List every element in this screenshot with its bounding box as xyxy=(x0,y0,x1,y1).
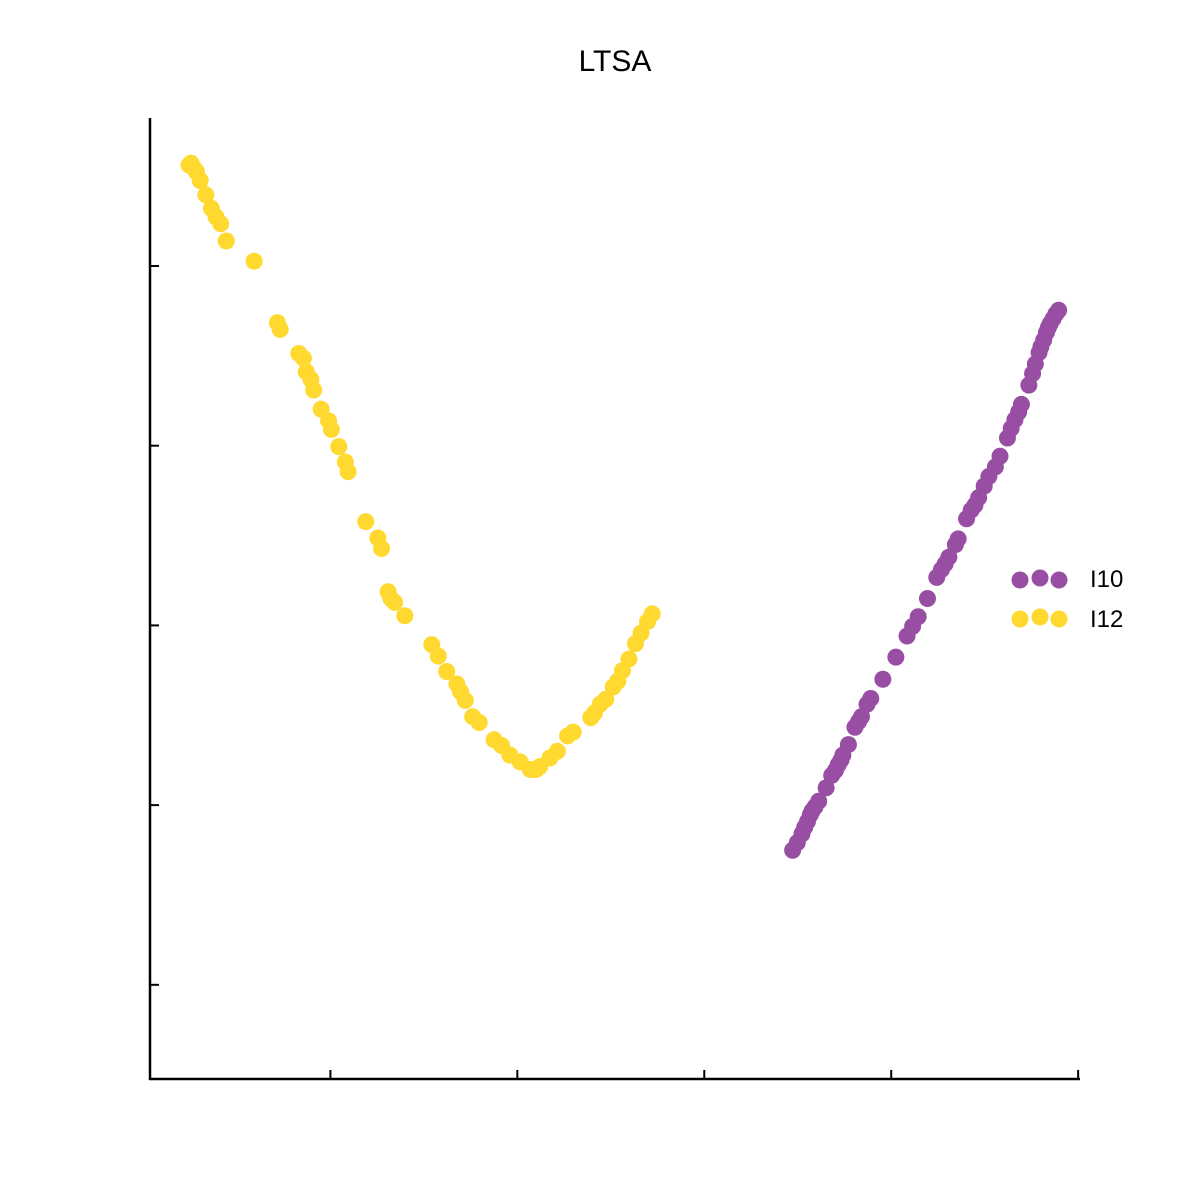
point-i12-2 xyxy=(191,171,209,189)
legend-dot-i12-1 xyxy=(1031,608,1049,626)
series-i12 xyxy=(180,154,661,779)
axes xyxy=(148,118,1080,1081)
point-i12-6 xyxy=(212,215,230,233)
legend-label-i10: I10 xyxy=(1090,566,1123,593)
point-i12-36 xyxy=(470,713,488,731)
legend-dot-i10-2 xyxy=(1050,571,1068,589)
point-i10-9 xyxy=(1020,376,1038,394)
point-i12-24 xyxy=(373,540,391,558)
legend-marker-i12 xyxy=(1011,608,1068,628)
point-i10-32 xyxy=(898,627,916,645)
point-i10-33 xyxy=(887,648,905,666)
point-i10-55 xyxy=(784,841,802,859)
point-i10-29 xyxy=(918,590,936,607)
point-i12-10 xyxy=(271,320,289,338)
point-i12-47 xyxy=(564,723,582,741)
point-i10-57 xyxy=(1047,305,1065,323)
point-i12-19 xyxy=(330,438,348,456)
legend-item-i12: I12 xyxy=(1011,606,1123,633)
point-i12-55 xyxy=(620,650,638,668)
point-i12-61 xyxy=(180,156,198,174)
point-i12-3 xyxy=(197,186,215,204)
point-i10-34 xyxy=(874,670,892,688)
point-i12-28 xyxy=(396,607,414,625)
y-axis-ticks xyxy=(150,264,159,986)
point-i12-27 xyxy=(386,593,404,611)
point-i12-21 xyxy=(339,463,357,481)
legend-item-i10: I10 xyxy=(1011,566,1123,593)
point-i10-39 xyxy=(846,718,864,736)
x-axis-ticks xyxy=(329,1070,1080,1079)
point-i12-59 xyxy=(643,605,661,623)
legend-label-i12: I12 xyxy=(1090,606,1123,633)
point-i12-15 xyxy=(305,381,323,399)
point-i10-22 xyxy=(958,510,976,528)
legend-dot-i10-1 xyxy=(1031,569,1049,587)
point-i12-51 xyxy=(597,690,615,708)
point-i10-46 xyxy=(817,779,835,797)
point-i12-22 xyxy=(357,513,375,531)
legend-dot-i12-0 xyxy=(1011,610,1029,628)
data-points xyxy=(180,154,1068,859)
legend-dot-i10-0 xyxy=(1011,571,1029,589)
point-i12-34 xyxy=(456,691,474,709)
point-i12-7 xyxy=(217,232,235,250)
legend-marker-i10 xyxy=(1011,569,1068,589)
series-i10 xyxy=(784,301,1068,859)
point-i12-12 xyxy=(294,349,312,367)
point-i12-8 xyxy=(245,252,263,270)
legend-dot-i12-2 xyxy=(1050,610,1068,628)
point-i12-30 xyxy=(429,647,447,665)
legend: I10 I12 xyxy=(1011,566,1123,633)
point-i12-31 xyxy=(438,663,456,681)
chart-title: LTSA xyxy=(579,45,652,78)
point-i10-24 xyxy=(946,536,964,554)
point-i12-45 xyxy=(548,742,566,760)
point-i10-28 xyxy=(928,568,946,586)
point-i12-18 xyxy=(322,420,340,438)
point-i10-14 xyxy=(998,429,1016,447)
